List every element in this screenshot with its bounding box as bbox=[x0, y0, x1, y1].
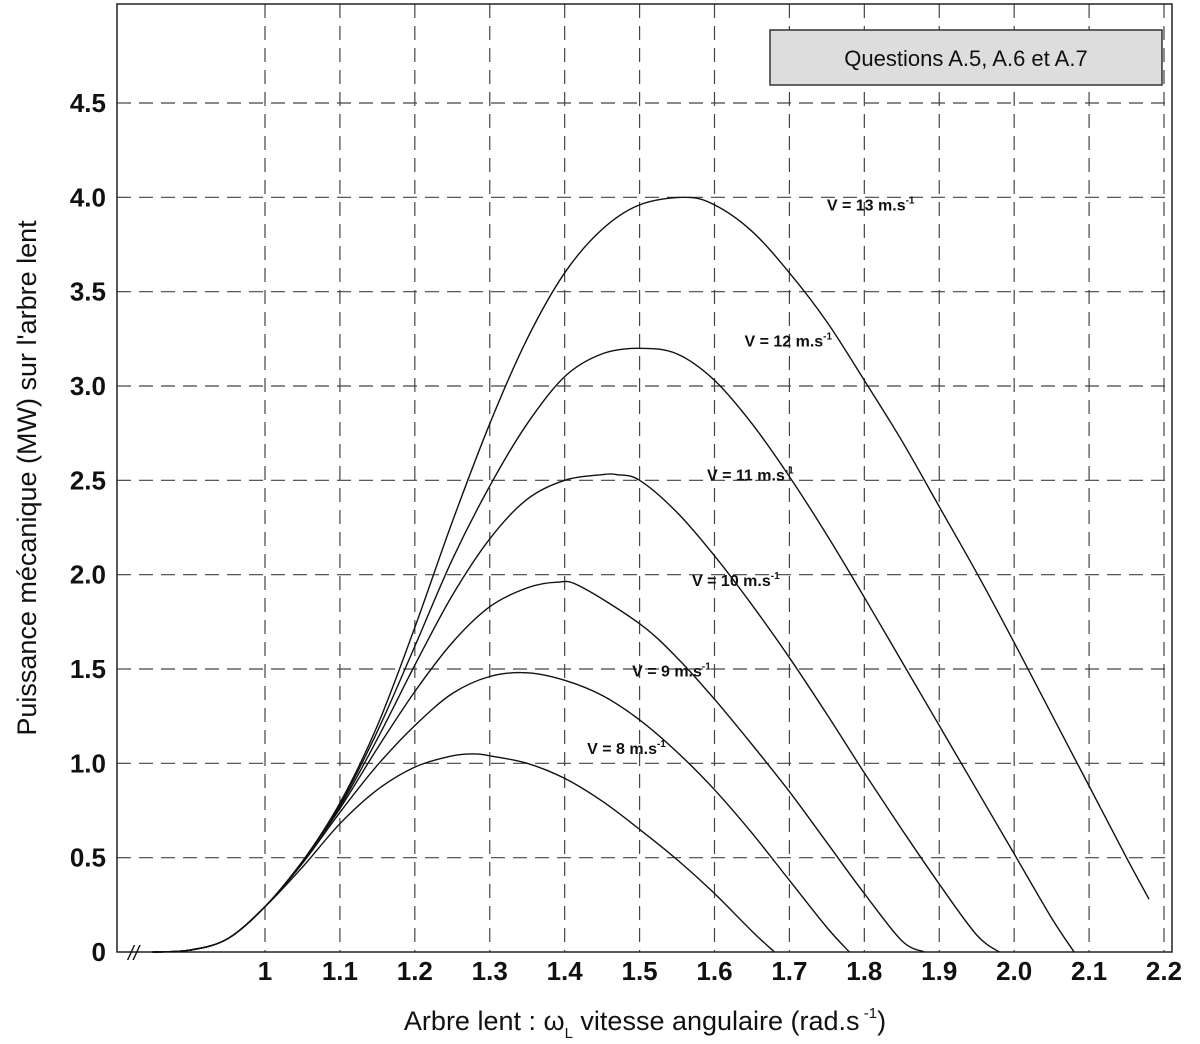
y-tick-label: 0.5 bbox=[70, 843, 106, 873]
x-tick-label: 1 bbox=[258, 956, 272, 986]
x-axis-title-suffix: vitesse angulaire (rad.s bbox=[573, 1006, 860, 1036]
y-tick-label: 1.0 bbox=[70, 748, 106, 778]
note-box: Questions A.5, A.6 et A.7 bbox=[769, 29, 1163, 86]
x-tick-labels: 1 1.1 1.2 1.3 1.4 1.5 1.6 1.7 1.8 1.9 2.0 2.1 2.2 bbox=[258, 956, 1182, 986]
x-axis-title: Arbre lent : ωL vitesse angulaire (rad.s… bbox=[404, 1005, 886, 1042]
y-axis-title: Puissance mécanique (MW) sur l'arbre len… bbox=[12, 220, 42, 736]
grid bbox=[117, 4, 1172, 952]
note-box-frame bbox=[769, 29, 1163, 86]
x-tick-label: 1.8 bbox=[846, 956, 882, 986]
x-axis-title-exponent: -1 bbox=[860, 1005, 878, 1022]
x-tick-label: 1.9 bbox=[921, 956, 957, 986]
note-box-text: Questions A.5, A.6 et A.7 bbox=[844, 46, 1087, 71]
y-tick-label: 4.0 bbox=[70, 182, 106, 212]
y-tick-label: 4.5 bbox=[70, 88, 106, 118]
x-tick-label: 1.6 bbox=[696, 956, 732, 986]
x-axis-title-subscript: L bbox=[565, 1025, 573, 1042]
curve-12-ms bbox=[152, 347, 1075, 953]
y-tick-label: 1.5 bbox=[70, 654, 106, 684]
plot-frame bbox=[116, 3, 1173, 953]
x-axis-title-prefix: Arbre lent : bbox=[404, 1006, 544, 1036]
y-tick-label: 3.0 bbox=[70, 371, 106, 401]
x-axis-title-close: ) bbox=[877, 1006, 886, 1036]
x-tick-label: 2.2 bbox=[1146, 956, 1182, 986]
curve-label-11-ms: V = 11 m.s-1 bbox=[707, 465, 794, 484]
x-tick-label: 1.1 bbox=[322, 956, 358, 986]
curve-label-12-ms: V = 12 m.s-1 bbox=[744, 331, 832, 350]
x-tick-label: 1.5 bbox=[622, 956, 658, 986]
x-axis-title-symbol: ω bbox=[543, 1006, 564, 1036]
curve-label-10-ms: V = 10 m.s-1 bbox=[692, 571, 780, 590]
x-tick-label: 1.3 bbox=[472, 956, 508, 986]
x-tick-label: 1.4 bbox=[547, 956, 584, 986]
curve-label-13-ms: V = 13 m.s-1 bbox=[827, 196, 915, 215]
y-tick-label: 2.0 bbox=[70, 560, 106, 590]
curve-label-8-ms: V = 8 m.s-1 bbox=[587, 739, 666, 758]
curve-13-ms bbox=[152, 196, 1150, 953]
x-tick-label: 2.1 bbox=[1071, 956, 1107, 986]
y-tick-label: 3.5 bbox=[70, 277, 106, 307]
curve-11-ms bbox=[152, 473, 1000, 953]
curve-8-ms bbox=[152, 753, 775, 953]
curve-9-ms bbox=[152, 671, 850, 953]
x-tick-label: 1.7 bbox=[771, 956, 807, 986]
x-tick-label: 2.0 bbox=[996, 956, 1032, 986]
axis-break-mark: // bbox=[126, 943, 142, 965]
curve-labels: V = 8 m.s-1 V = 9 m.s-1 V = 10 m.s-1 V = 11… bbox=[587, 196, 915, 758]
curve-label-9-ms: V = 9 m.s-1 bbox=[632, 662, 711, 681]
y-tick-labels: 0 0.5 1.0 1.5 2.0 2.5 3.0 3.5 4.0 4.5 bbox=[70, 88, 106, 967]
curves bbox=[152, 196, 1150, 953]
y-tick-label: 0 bbox=[92, 937, 106, 967]
y-tick-label: 2.5 bbox=[70, 465, 106, 495]
x-tick-label: 1.2 bbox=[397, 956, 433, 986]
